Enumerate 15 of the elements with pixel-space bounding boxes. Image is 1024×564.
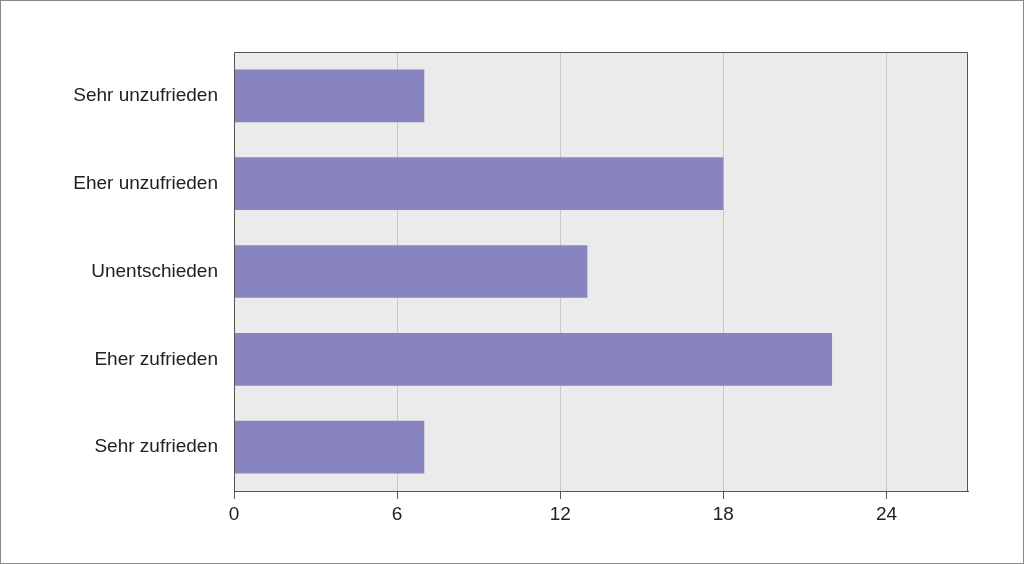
y-tick-label: Unentschieden bbox=[91, 259, 218, 281]
y-tick-label: Sehr unzufrieden bbox=[73, 84, 218, 106]
bar bbox=[234, 157, 724, 211]
y-tick-label: Eher zufrieden bbox=[94, 347, 218, 369]
x-tick-label: 12 bbox=[549, 502, 571, 524]
bar bbox=[234, 69, 425, 123]
x-tick-label: 24 bbox=[875, 502, 898, 524]
bar bbox=[234, 420, 425, 474]
x-tick-label: 6 bbox=[391, 502, 403, 524]
y-tick-label: Eher unzufrieden bbox=[73, 171, 218, 193]
x-tick-label: 0 bbox=[228, 502, 240, 524]
bar bbox=[234, 245, 588, 298]
bar bbox=[234, 332, 833, 386]
x-tick-label: 18 bbox=[712, 502, 734, 524]
y-tick-label: Sehr zufrieden bbox=[94, 435, 218, 457]
